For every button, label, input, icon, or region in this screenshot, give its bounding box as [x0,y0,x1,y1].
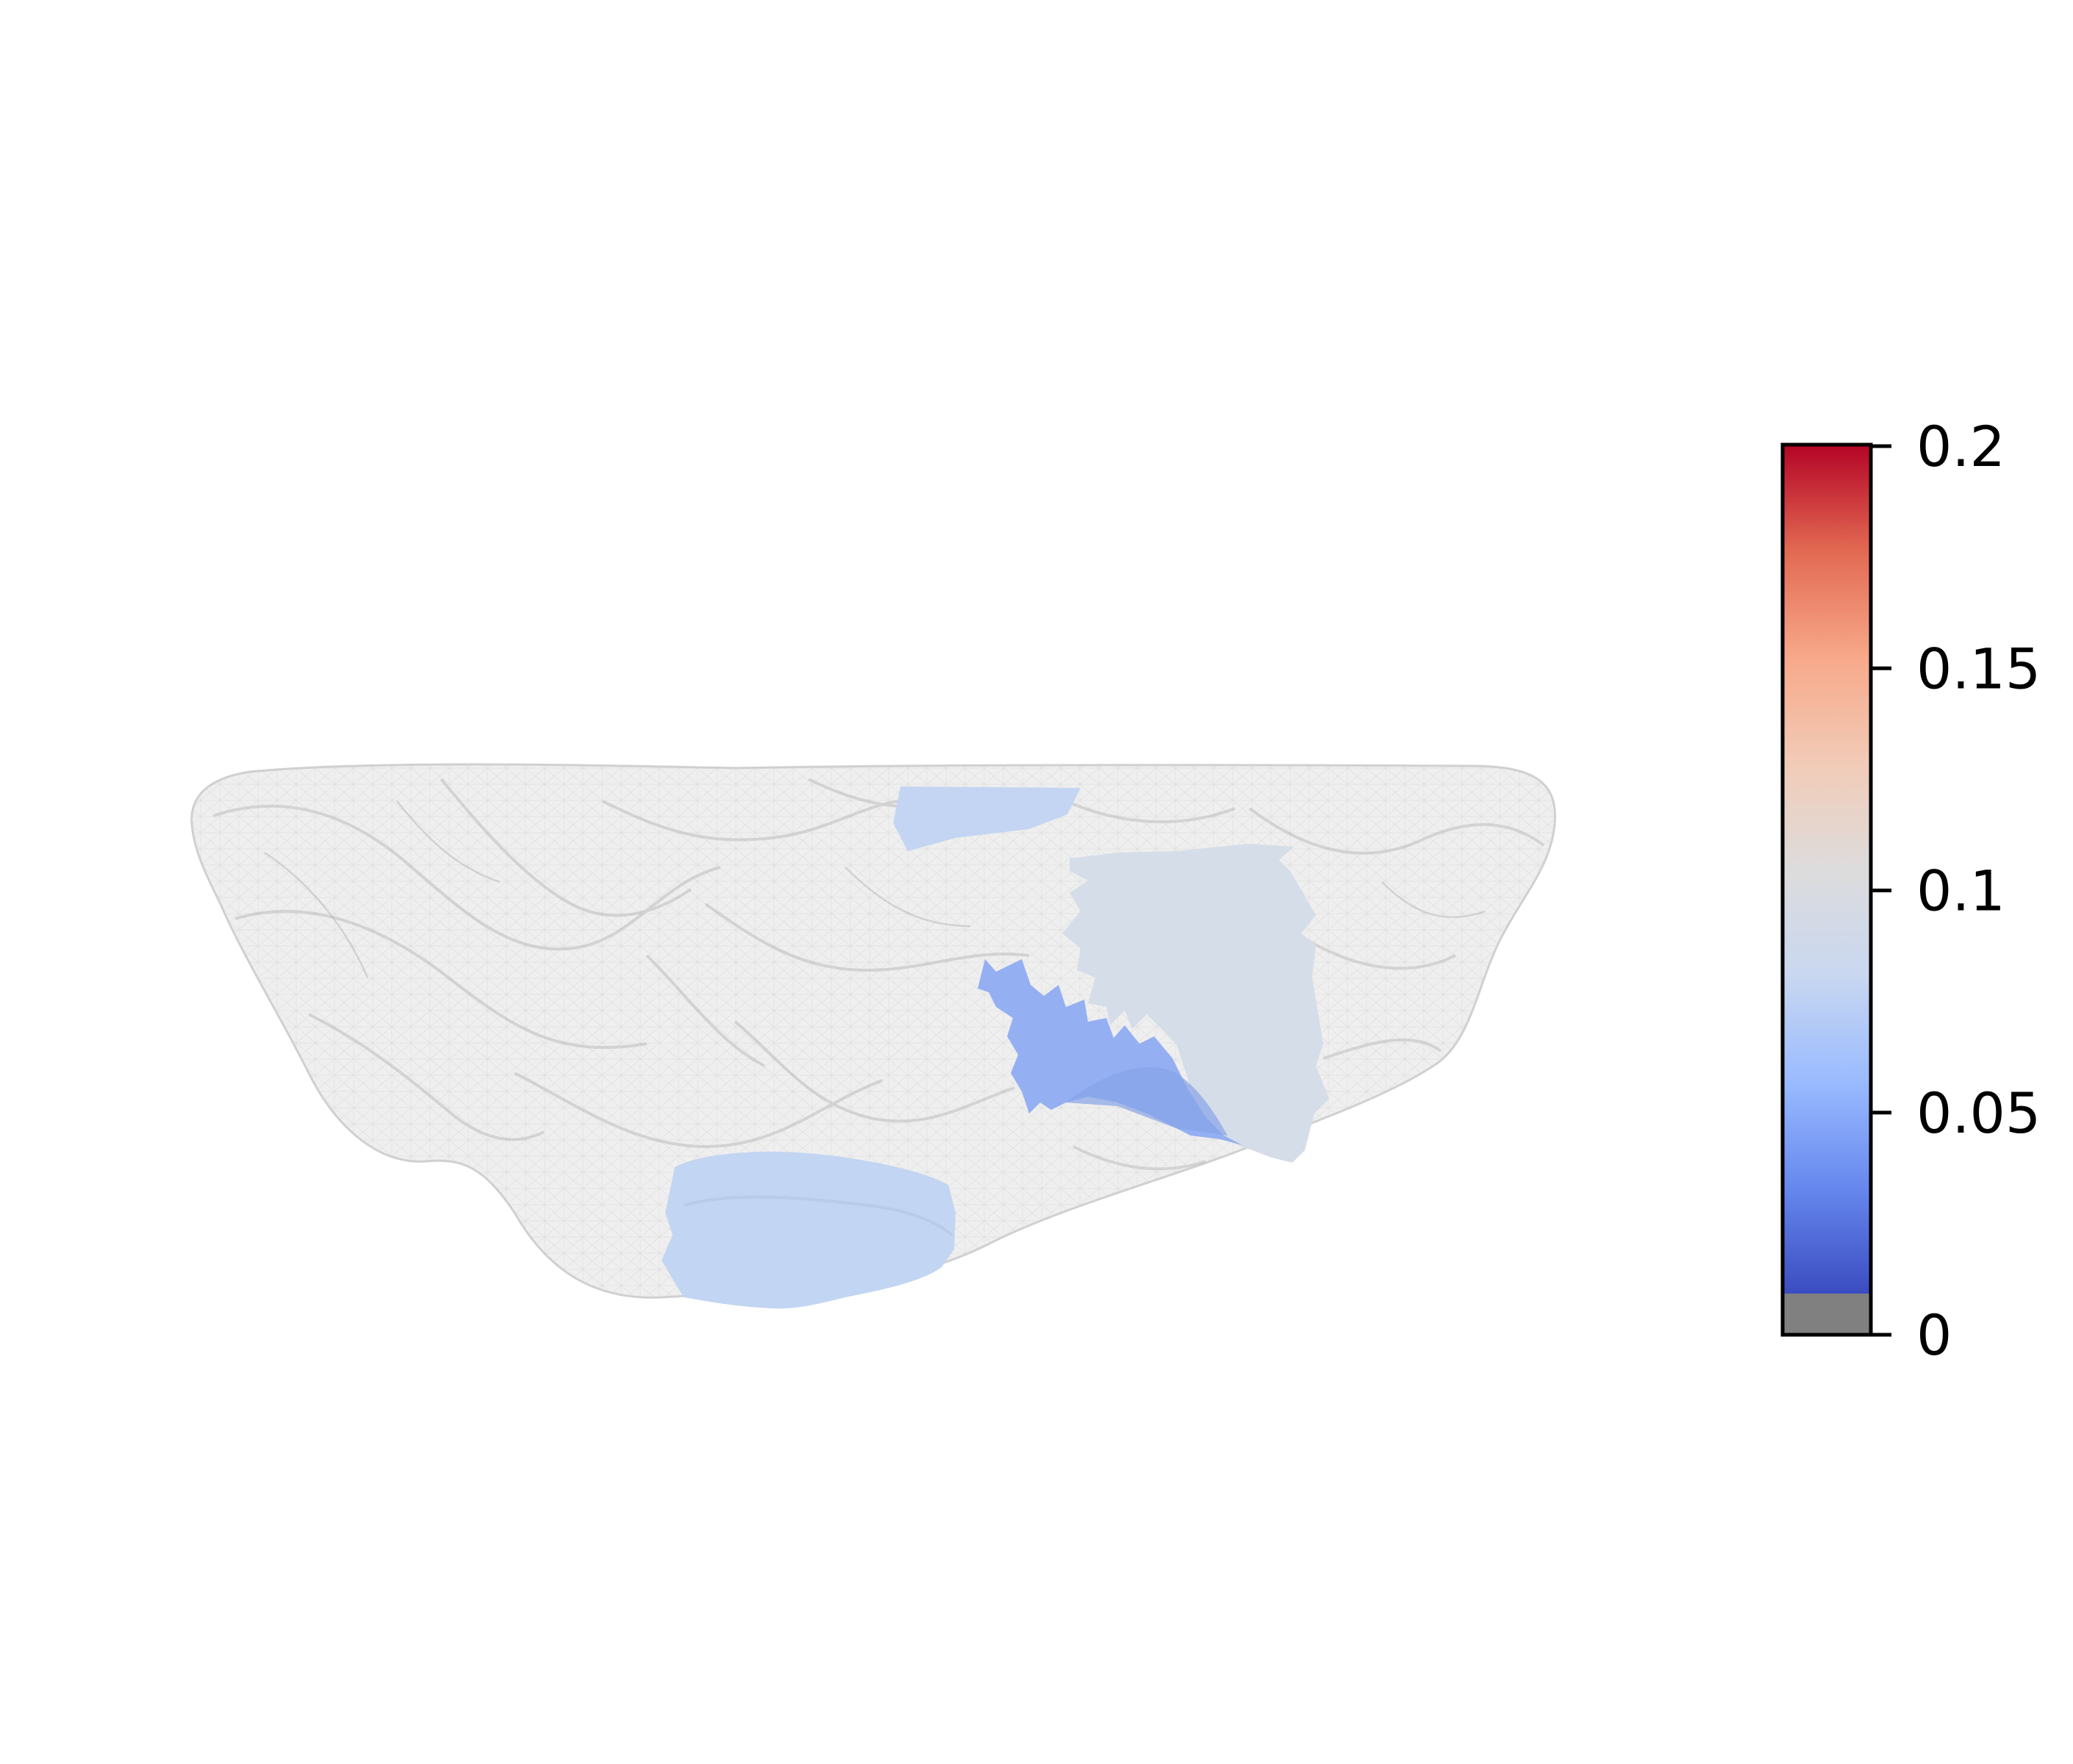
right-large-patch [1062,844,1329,1163]
colorbar-tick-label: 0.05 [1916,1080,2041,1146]
colorbar: 0 0.05 0.1 0.15 0.2 [1780,414,2041,1368]
colorbar-tick-label: 0.2 [1916,414,2005,479]
bottom-left-patch [662,1151,956,1309]
colorbar-gradient [1783,445,1871,1294]
colorbar-ticks: 0 0.05 0.1 0.15 0.2 [1871,414,2041,1368]
colorbar-under-swatch [1783,1294,1871,1335]
value-patches [662,786,1329,1309]
mesh-folds [212,778,1545,1171]
colorbar-tick-label: 0.15 [1916,636,2041,701]
colorbar-tick-label: 0 [1916,1302,1952,1368]
colorbar-tick-label: 0.1 [1916,858,2005,924]
top-center-patch [893,786,1081,851]
center-dark-patch-shade [1066,1067,1228,1136]
